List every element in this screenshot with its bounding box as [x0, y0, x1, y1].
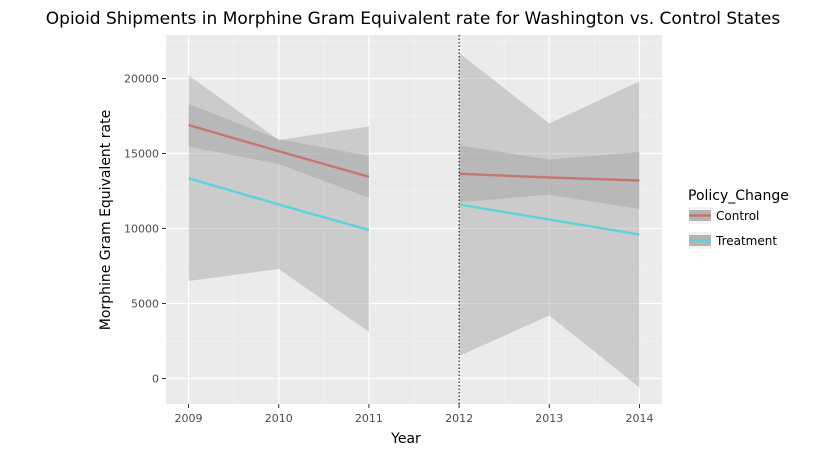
y-tick-label: 5000 — [131, 298, 159, 311]
legend-item-control: Control — [689, 207, 759, 224]
legend-label: Treatment — [715, 234, 777, 248]
y-axis: 0 5000 10000 15000 20000 — [124, 73, 166, 386]
y-tick-label: 15000 — [124, 148, 159, 161]
x-axis: 2009 2010 2011 2012 2013 2014 — [175, 404, 653, 425]
legend-label: Control — [716, 209, 759, 223]
legend-title: Policy_Change — [688, 188, 789, 204]
series-lines — [188, 123, 640, 236]
series-line-treatment — [188, 177, 370, 232]
series-line-treatment — [458, 203, 640, 236]
y-axis-title: Morphine Gram Equivalent rate — [98, 110, 114, 330]
y-tick-label: 0 — [152, 373, 159, 386]
x-tick-label: 2011 — [355, 412, 383, 425]
x-tick-label: 2012 — [445, 412, 473, 425]
legend: Policy_Change Control Treatment — [688, 188, 789, 249]
x-tick-label: 2010 — [265, 412, 293, 425]
x-tick-label: 2009 — [175, 412, 203, 425]
x-tick-label: 2013 — [535, 412, 563, 425]
chart-title: Opioid Shipments in Morphine Gram Equiva… — [46, 9, 781, 29]
plot-panel — [166, 35, 662, 404]
x-tick-label: 2014 — [625, 412, 653, 425]
x-axis-title: Year — [390, 431, 421, 447]
series-line-control — [459, 172, 640, 182]
y-tick-label: 20000 — [124, 73, 159, 86]
legend-item-treatment: Treatment — [689, 232, 777, 249]
y-tick-label: 10000 — [124, 223, 159, 236]
series-line-control — [188, 123, 370, 178]
